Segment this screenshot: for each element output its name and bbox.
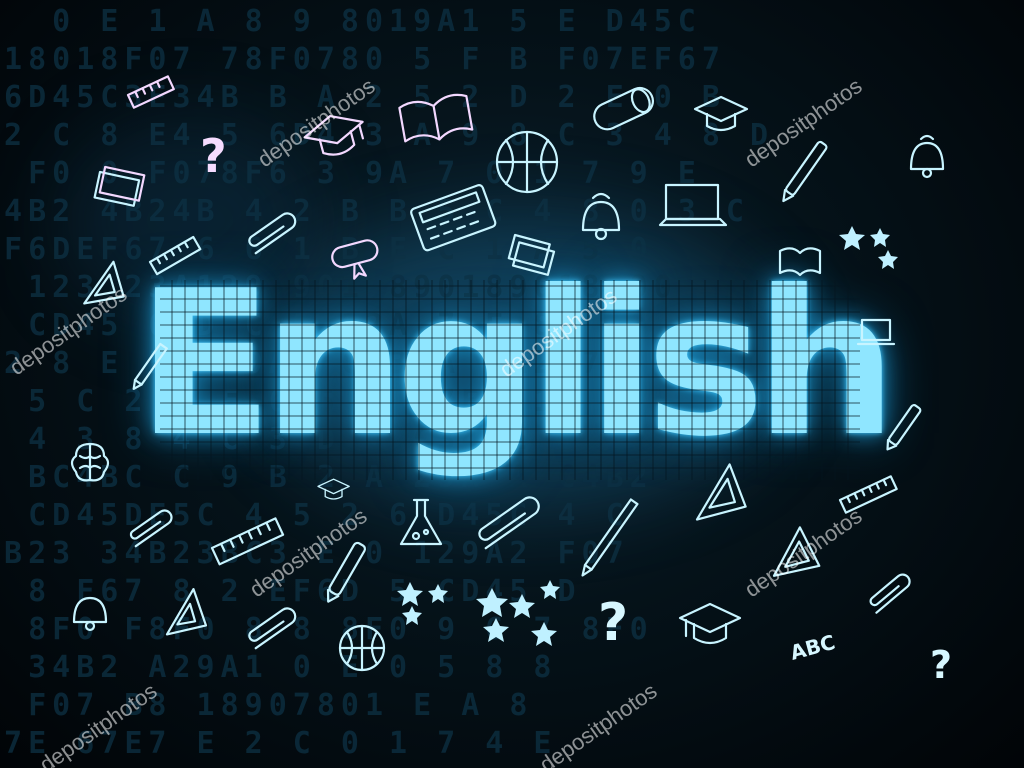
basketball-icon bbox=[495, 130, 559, 194]
flask-icon bbox=[399, 498, 443, 546]
open-book-icon bbox=[778, 247, 822, 277]
question-mark-icon: ? bbox=[598, 593, 628, 653]
stars-icon bbox=[839, 226, 898, 269]
triangle-ruler-icon bbox=[695, 463, 747, 521]
pencil-icon bbox=[132, 342, 168, 390]
pen-icon bbox=[886, 404, 922, 451]
graduation-cap-icon bbox=[303, 114, 364, 156]
paperclip-icon bbox=[478, 496, 540, 550]
school-bell-icon bbox=[72, 596, 108, 632]
ruler-icon bbox=[210, 517, 285, 566]
graduation-cap-icon bbox=[693, 95, 749, 132]
title-english: English bbox=[136, 248, 898, 481]
basketball-icon bbox=[338, 624, 386, 672]
pen-icon bbox=[782, 140, 828, 203]
calculator-icon bbox=[410, 184, 497, 252]
ruler-icon bbox=[126, 75, 175, 109]
paperclip-icon bbox=[248, 212, 297, 255]
abc-icon: ABC bbox=[788, 630, 838, 665]
brain-icon bbox=[70, 442, 110, 482]
triangle-ruler-icon bbox=[165, 587, 208, 636]
school-bell-icon bbox=[909, 134, 945, 179]
paperclip-icon bbox=[869, 573, 911, 614]
ruler-icon bbox=[838, 475, 898, 514]
laptop-icon bbox=[856, 318, 896, 346]
paperclip-icon bbox=[248, 607, 297, 650]
open-book-icon bbox=[398, 93, 474, 143]
paperclip-icon bbox=[129, 509, 173, 548]
pencil-icon bbox=[581, 498, 639, 577]
pen-icon bbox=[326, 541, 367, 603]
question-mark-icon: ? bbox=[200, 129, 227, 183]
school-bell-icon bbox=[581, 192, 621, 241]
ruler-icon bbox=[148, 235, 202, 276]
diploma-icon bbox=[331, 239, 379, 280]
triangle-ruler-icon bbox=[772, 526, 821, 577]
stars-icon bbox=[397, 580, 560, 646]
laptop-icon bbox=[658, 183, 728, 227]
pencil-case-icon bbox=[593, 86, 655, 131]
triangle-ruler-icon bbox=[83, 260, 125, 305]
notebooks-icon bbox=[93, 165, 146, 207]
question-mark-icon: ? bbox=[930, 643, 952, 687]
graduation-cap-icon bbox=[678, 602, 742, 645]
graduation-cap-icon bbox=[317, 478, 350, 500]
notebooks-icon bbox=[507, 233, 556, 276]
